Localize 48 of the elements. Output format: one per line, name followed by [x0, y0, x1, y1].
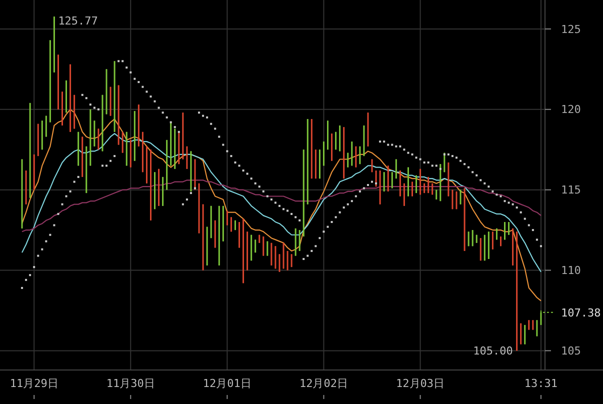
candlestick: [286, 250, 288, 271]
candlestick: [480, 238, 482, 262]
candlestick: [266, 240, 268, 256]
candlestick: [403, 182, 405, 206]
annotation: 105.00: [473, 344, 513, 358]
y-tick-label: 107.38: [561, 306, 601, 320]
candlestick: [230, 216, 232, 232]
candlestick: [528, 320, 530, 330]
candlestick: [383, 172, 385, 192]
candlestick: [468, 231, 470, 247]
line-series: [21, 132, 542, 272]
candlestick: [226, 210, 228, 226]
candlestick: [290, 254, 292, 268]
candlestick: [508, 222, 510, 236]
candlestick: [391, 172, 393, 189]
candlestick: [270, 242, 272, 266]
candlestick: [520, 322, 522, 345]
y-tick-label: 105: [561, 344, 581, 358]
candlestick: [472, 230, 474, 247]
y-tick-label: 120: [561, 103, 581, 116]
candlestick: [274, 246, 276, 270]
candlestick: [460, 189, 462, 205]
x-tick-label: 11月30日: [106, 376, 155, 390]
x-tick-label: 12月01日: [202, 376, 252, 390]
candlestick: [122, 131, 124, 154]
candlestick: [355, 146, 357, 168]
x-tick-label: 11月29日: [10, 376, 58, 390]
x-tick-label: 13:31: [524, 376, 558, 390]
candlestick: [504, 222, 506, 240]
candlestick: [524, 324, 526, 345]
candlestick: [347, 152, 349, 168]
candlestick: [186, 146, 188, 170]
annotation: 125.77: [58, 14, 98, 28]
y-tick-label: 125: [561, 22, 581, 36]
x-tick-label: 12月02日: [299, 376, 348, 390]
candlestick: [254, 239, 256, 254]
line-series: [21, 108, 542, 302]
y-tick-label: 110: [561, 264, 581, 278]
line-series: [21, 180, 542, 232]
y-tick-label: 115: [561, 184, 581, 197]
candlestick: [492, 231, 494, 250]
candlestick: [536, 320, 538, 337]
candlestick: [262, 236, 264, 256]
candlestick: [278, 254, 280, 272]
x-tick-label: 12月03日: [396, 376, 445, 390]
candlestick: [98, 128, 100, 150]
candlestick: [298, 230, 300, 252]
candlestick: [532, 320, 534, 330]
